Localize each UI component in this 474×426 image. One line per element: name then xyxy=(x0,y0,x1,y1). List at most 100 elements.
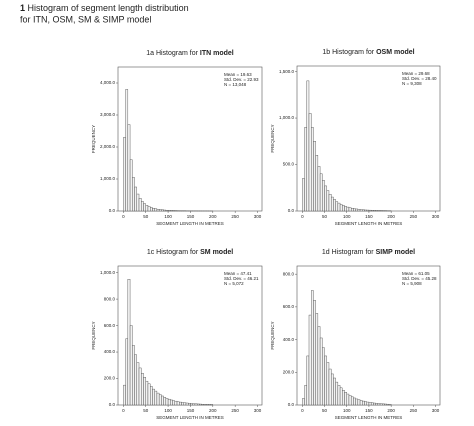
bar xyxy=(196,403,200,406)
bar xyxy=(161,209,164,212)
bar xyxy=(379,403,383,406)
bar xyxy=(174,400,178,406)
x-tick-label: 300 xyxy=(432,408,440,413)
bar xyxy=(364,401,367,406)
bar xyxy=(154,390,158,406)
bar xyxy=(317,326,321,406)
bar xyxy=(315,155,319,212)
bar xyxy=(203,404,207,406)
bar xyxy=(330,373,334,406)
y-tick-label: 1,000.0 xyxy=(100,270,116,275)
bar xyxy=(188,403,191,406)
chart-title-text: 1c Histogram for xyxy=(147,249,199,256)
y-tick-label: 800.0 xyxy=(283,271,295,276)
y-tick-label: 600.0 xyxy=(104,323,116,328)
chart-title-model: ITN model xyxy=(200,50,234,57)
bar xyxy=(132,345,135,406)
stats-line: N = 5,908 xyxy=(402,281,422,286)
bar xyxy=(342,205,345,212)
bar xyxy=(192,403,196,406)
bar xyxy=(136,193,140,212)
x-tick-label: 250 xyxy=(410,408,418,413)
x-tick-label: 100 xyxy=(164,214,172,219)
bar xyxy=(165,398,169,406)
x-tick-label: 50 xyxy=(322,214,328,219)
bar xyxy=(136,362,140,406)
bar xyxy=(328,194,332,212)
bar xyxy=(205,404,209,406)
bar xyxy=(123,384,126,406)
bar xyxy=(350,396,354,406)
x-tick-label: 100 xyxy=(343,214,351,219)
stats-line: Std. Dev. = 28.40 xyxy=(402,76,437,81)
stats-line: Std. Dev. = 45.28 xyxy=(402,276,437,281)
y-tick-label: 4,000.0 xyxy=(100,80,116,85)
y-axis-label: FREQUENCY xyxy=(270,321,275,349)
bar xyxy=(158,394,162,406)
bar xyxy=(147,206,151,212)
x-tick-label: 250 xyxy=(231,214,239,219)
bar xyxy=(194,403,198,406)
bar xyxy=(375,403,379,406)
chart-title: 1a Histogram for ITN model xyxy=(146,50,234,57)
bar xyxy=(359,400,363,406)
bar xyxy=(330,196,334,212)
bar xyxy=(326,362,330,406)
bar xyxy=(167,398,171,406)
bar xyxy=(337,202,341,212)
x-tick-label: 200 xyxy=(209,408,217,413)
bar xyxy=(127,124,131,212)
bar xyxy=(382,403,385,406)
bar xyxy=(319,337,323,406)
bar xyxy=(134,186,137,212)
bar xyxy=(170,210,173,212)
bar xyxy=(154,208,158,212)
bar xyxy=(364,209,367,212)
bar xyxy=(324,185,327,212)
bar xyxy=(156,209,160,212)
bar xyxy=(183,402,187,406)
bar xyxy=(353,397,356,406)
bar xyxy=(368,209,372,212)
chart-title-text: 1b Histogram for xyxy=(322,49,374,56)
y-tick-label: 400.0 xyxy=(104,349,116,354)
bar xyxy=(141,201,144,212)
chart-title-text: 1d Histogram for xyxy=(322,249,374,256)
bar xyxy=(123,137,126,212)
bar xyxy=(366,401,370,406)
stats-line: N = 13,048 xyxy=(224,82,247,87)
bar xyxy=(143,203,146,212)
bar xyxy=(362,400,365,406)
y-tick-label: 500.0 xyxy=(283,162,295,167)
x-tick-label: 300 xyxy=(254,214,262,219)
chart-title: 1b Histogram for OSM model xyxy=(322,49,414,56)
bar xyxy=(319,173,323,212)
bar xyxy=(302,398,305,406)
x-tick-label: 250 xyxy=(231,408,239,413)
bar xyxy=(350,208,354,212)
stats-line: Std. Dev. = 46.21 xyxy=(224,276,259,281)
bar xyxy=(384,403,387,406)
bar xyxy=(210,404,214,406)
bar xyxy=(306,80,310,212)
bar xyxy=(348,207,352,212)
bar xyxy=(152,388,155,406)
y-tick-label: 2,000.0 xyxy=(100,144,116,149)
bar xyxy=(313,300,316,406)
bar xyxy=(127,279,131,406)
bar xyxy=(152,208,155,212)
stats-line: Mean = 19.63 xyxy=(224,72,252,77)
x-tick-label: 100 xyxy=(343,408,351,413)
bar xyxy=(373,402,376,406)
y-tick-label: 0.0 xyxy=(288,402,295,407)
bar xyxy=(304,385,307,406)
bar xyxy=(386,403,390,406)
bar xyxy=(335,201,339,212)
bar xyxy=(342,390,345,406)
x-tick-label: 150 xyxy=(187,408,195,413)
bar xyxy=(322,347,325,406)
bar xyxy=(335,381,339,406)
bar xyxy=(377,403,381,406)
y-tick-label: 200.0 xyxy=(104,376,116,381)
figure-title-line: Histogram of segment length distribution xyxy=(28,3,189,13)
